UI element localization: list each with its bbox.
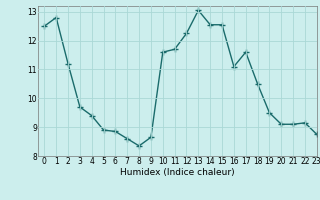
X-axis label: Humidex (Indice chaleur): Humidex (Indice chaleur) (120, 168, 235, 177)
